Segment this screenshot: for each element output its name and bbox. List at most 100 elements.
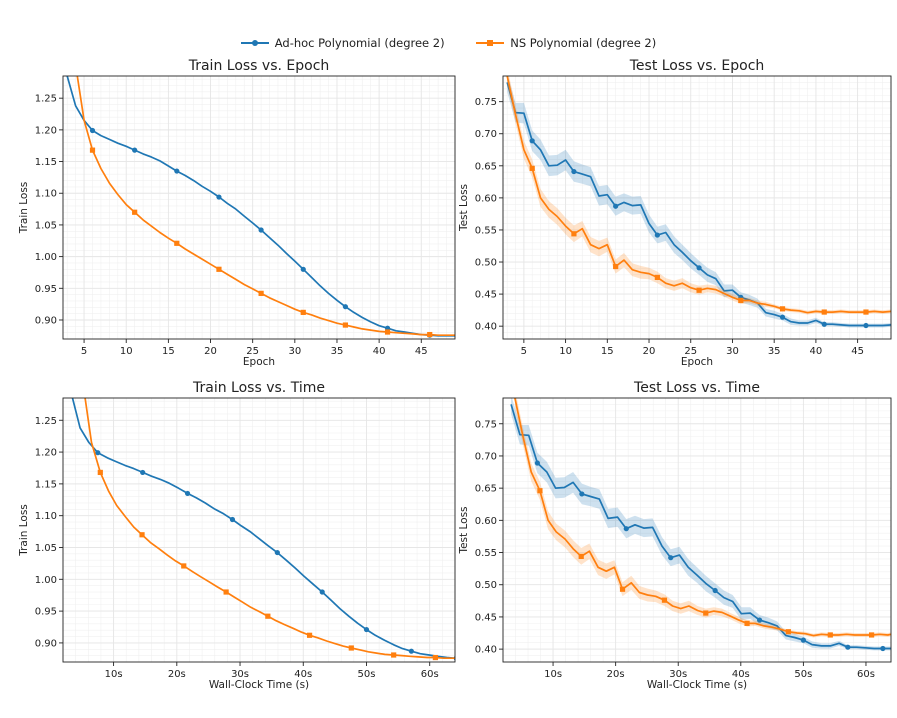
y-tick-label: 0.90 (35, 638, 57, 649)
x-tick-label: 20 (643, 346, 656, 357)
data-point-adhoc (132, 147, 138, 153)
y-tick-label: 1.25 (35, 416, 57, 427)
y-tick-label: 1.05 (35, 543, 57, 554)
chart-panel-1: 5 10 15 20 25 30 35 40 45 0.90 0.95 1.00 1.05 1.10 1.1… (18, 58, 456, 368)
series-line-adhoc (71, 398, 455, 660)
data-point-adhoc (696, 265, 702, 271)
y-tick-label: 1.00 (35, 575, 57, 586)
data-point-adhoc (880, 645, 886, 652)
y-tick-label: 0.50 (475, 580, 497, 591)
data-point-adhoc (300, 266, 306, 272)
data-point-ns (827, 632, 833, 638)
data-point-ns (216, 266, 222, 272)
x-tick-label: 20 (204, 346, 217, 357)
data-point-ns (703, 610, 709, 616)
x-tick-label: 40 (810, 346, 823, 357)
legend-label-adhoc: Ad-hoc Polynomial (degree 2) (274, 36, 445, 50)
series-line-adhoc (510, 404, 891, 650)
y-tick-label: 0.70 (475, 129, 497, 140)
data-point-adhoc (529, 138, 535, 144)
data-point-ns (537, 488, 543, 494)
data-point-adhoc (95, 450, 101, 456)
x-tick-label: 60s (857, 669, 875, 680)
x-tick-label: 60s (421, 669, 439, 680)
data-point-ns (342, 322, 349, 328)
x-axis-label: Wall-Clock Time (s) (209, 679, 309, 691)
data-point-ns (821, 309, 827, 315)
data-point-ns (139, 532, 145, 538)
data-point-ns (863, 309, 869, 315)
x-axis-label: Epoch (681, 356, 713, 368)
data-point-ns (223, 589, 229, 595)
y-tick-label: 0.65 (475, 484, 497, 495)
data-point-ns (738, 297, 744, 304)
panel-title: Test Loss vs. Epoch (629, 58, 765, 74)
data-point-ns (265, 613, 271, 619)
data-point-ns (779, 306, 786, 312)
error-band-ns (514, 398, 891, 638)
data-point-adhoc (756, 617, 763, 623)
panel-title: Test Loss vs. Time (633, 380, 760, 396)
y-tick-label: 0.90 (35, 315, 57, 326)
figure-legend: Ad-hoc Polynomial (degree 2) NS Polynomi… (0, 36, 897, 51)
legend-swatch-adhoc (240, 40, 269, 46)
data-point-ns (89, 147, 96, 153)
plot-area (66, 76, 455, 338)
axes-frame (502, 75, 892, 340)
y-tick-label: 0.60 (475, 193, 497, 204)
x-tick-label: 20s (168, 669, 186, 680)
x-tick-label: 10s (544, 669, 562, 680)
y-tick-label: 1.20 (35, 448, 57, 459)
y-tick-label: 0.55 (475, 225, 497, 236)
data-point-ns (578, 553, 584, 559)
y-axis-label: Test Loss (458, 184, 470, 232)
data-point-adhoc (184, 490, 191, 497)
data-point-adhoc (613, 203, 619, 209)
y-tick-label: 1.25 (35, 94, 57, 105)
data-point-ns (258, 290, 264, 296)
x-tick-label: 10 (559, 346, 572, 357)
y-tick-label: 1.05 (35, 220, 57, 231)
legend-item-adhoc: Ad-hoc Polynomial (degree 2) (240, 36, 445, 50)
data-point-adhoc (174, 168, 180, 174)
axes-frame (62, 397, 456, 663)
y-axis-label: Train Loss (18, 504, 30, 557)
x-tick-label: 5 (521, 346, 527, 357)
legend-swatch-ns (476, 40, 505, 46)
y-tick-label: 1.10 (35, 511, 57, 522)
series-line-ns (76, 76, 455, 337)
chart-panel-4: 10s 20s 30s 40s 50s 60s 0.40 0.45 0.50 0.55 0.60 0.… (458, 380, 892, 691)
x-tick-label: 40s (294, 669, 312, 680)
y-tick-label: 0.60 (475, 516, 497, 527)
data-point-ns (97, 469, 103, 476)
x-tick-label: 40 (373, 346, 386, 357)
panel-title: Train Loss vs. Epoch (188, 58, 330, 74)
data-point-adhoc (274, 549, 280, 556)
x-tick-label: 45 (851, 346, 864, 357)
x-tick-label: 30 (288, 346, 301, 357)
y-tick-label: 0.45 (475, 612, 497, 623)
data-point-ns (654, 274, 660, 281)
y-tick-label: 0.45 (475, 290, 497, 301)
series-line-ns (514, 398, 891, 637)
legend-label-ns: NS Polynomial (degree 2) (510, 36, 657, 50)
x-tick-label: 10 (120, 346, 133, 357)
data-point-adhoc (668, 555, 674, 561)
data-point-ns (181, 563, 187, 569)
y-tick-label: 0.95 (35, 607, 57, 618)
y-tick-label: 0.70 (475, 451, 497, 462)
data-point-ns (132, 209, 138, 215)
data-point-adhoc (342, 304, 349, 310)
chart-panel-2: 5 10 15 20 25 30 35 40 45 0.40 0.45 0.50 0.55 0.60 0.6… (458, 58, 892, 368)
y-axis-label: Train Loss (18, 182, 30, 235)
x-tick-label: 25 (684, 346, 697, 357)
data-point-ns (384, 329, 391, 335)
chart-panel-3: 10s 20s 30s 40s 50s 60s 0.90 0.95 1.00 1.05 1.10 1.… (18, 380, 456, 691)
data-point-ns (744, 620, 750, 626)
x-tick-label: 50s (358, 669, 376, 680)
data-point-adhoc (779, 314, 786, 320)
y-tick-label: 0.40 (475, 645, 497, 656)
y-axis-label: Test Loss (458, 506, 470, 554)
x-tick-label: 35 (768, 346, 781, 357)
